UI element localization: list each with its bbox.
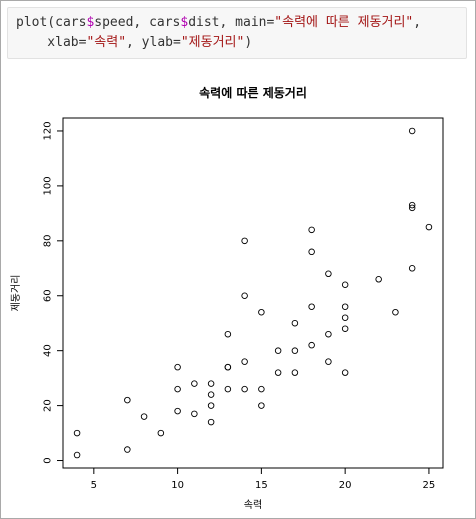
data-point — [224, 385, 232, 393]
data-point — [241, 237, 248, 245]
code-token: , — [413, 15, 422, 30]
plot-box — [62, 117, 444, 469]
data-point — [191, 380, 198, 387]
data-point — [207, 380, 215, 387]
y-tick-label: 80 — [43, 234, 54, 247]
data-point — [241, 358, 248, 365]
data-point — [191, 410, 198, 418]
y-tick-label: 20 — [43, 399, 54, 412]
data-point — [325, 330, 332, 338]
code-line-2: xlab="속력", ylab="제동거리") — [16, 33, 466, 53]
y-tick-label: 40 — [43, 344, 54, 357]
data-point — [207, 391, 215, 398]
data-point — [174, 363, 181, 371]
data-point — [408, 204, 416, 212]
code-line-1: plot(cars$speed, cars$dist, main="속력에 따른… — [16, 13, 466, 33]
code-block: plot(cars$speed, cars$dist, main="속력에 따른… — [7, 7, 467, 59]
code-token: ) — [244, 35, 253, 50]
y-tick-label: 100 — [43, 176, 54, 195]
x-axis-label: 속력 — [244, 499, 262, 511]
code-token: xlab= — [16, 35, 87, 50]
y-tick-label: 120 — [43, 121, 54, 140]
data-point — [308, 226, 315, 234]
data-point — [124, 396, 131, 404]
code-token: plot(cars — [16, 15, 87, 30]
data-point — [375, 276, 382, 283]
data-point — [325, 270, 332, 278]
y-axis-label: 제동거리 — [10, 275, 22, 312]
data-point — [341, 303, 349, 310]
y-axis: 0 20 40 60 80 100 120 — [43, 121, 64, 464]
data-point — [207, 418, 215, 426]
scatter-plot: 속력에 따른 제동거리 5 10 15 20 25 0 20 40 60 80 100 120 속력… — [10, 85, 444, 511]
x-tick-label: 10 — [171, 480, 184, 491]
data-point — [224, 330, 232, 338]
code-token: , ylab= — [126, 35, 181, 50]
data-point — [124, 446, 131, 453]
data-point — [274, 369, 282, 376]
data-point — [157, 429, 165, 437]
data-point — [174, 385, 181, 393]
data-point — [408, 265, 416, 272]
x-axis: 5 10 15 20 25 — [91, 467, 436, 491]
data-point — [425, 223, 433, 231]
x-tick-label: 25 — [423, 480, 436, 491]
data-point — [241, 385, 248, 393]
data-point — [258, 308, 265, 316]
x-tick-label: 20 — [339, 480, 352, 491]
data-point — [408, 127, 416, 135]
data-point — [341, 314, 349, 321]
data-point — [308, 341, 315, 349]
code-token-string: "제동거리" — [180, 35, 245, 50]
data-point — [291, 347, 299, 354]
data-point — [73, 429, 81, 437]
chart-title: 속력에 따른 제동거리 — [199, 85, 307, 100]
code-token: speed, cars — [94, 15, 181, 30]
data-point — [73, 451, 81, 459]
data-point — [392, 308, 399, 316]
data-point — [207, 402, 215, 409]
code-token-dollar: $ — [86, 15, 95, 30]
code-token-string: "속력" — [86, 35, 127, 50]
code-token-dollar: $ — [180, 15, 189, 30]
data-point — [241, 292, 248, 299]
code-token-string: "속력에 따른 제동거리" — [274, 15, 414, 30]
data-point — [325, 358, 332, 365]
data-point — [291, 319, 299, 327]
code-token: dist, main= — [188, 15, 275, 30]
y-tick-label: 0 — [43, 457, 54, 463]
x-tick-label: 15 — [255, 480, 268, 491]
data-point — [341, 325, 349, 332]
data-point — [258, 385, 265, 393]
data-point — [408, 201, 416, 209]
data-point — [174, 407, 181, 415]
data-point — [258, 402, 265, 409]
data-point — [308, 303, 315, 310]
x-tick-label: 5 — [91, 480, 97, 491]
data-point — [308, 248, 315, 256]
data-point — [291, 369, 299, 376]
data-point — [341, 281, 349, 289]
data-point — [274, 347, 282, 354]
y-tick-label: 60 — [43, 289, 54, 302]
data-point — [224, 363, 232, 371]
data-points — [73, 127, 433, 459]
data-point — [341, 369, 349, 376]
data-point — [140, 413, 148, 420]
